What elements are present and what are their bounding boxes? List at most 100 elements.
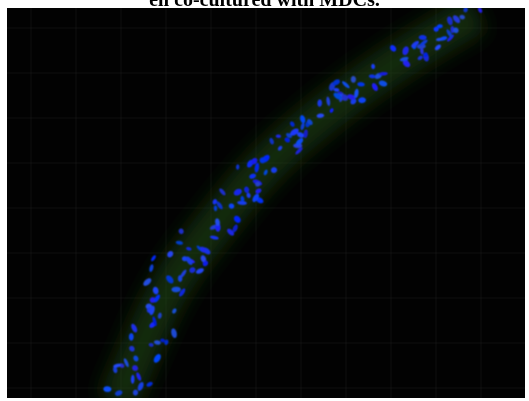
- nucleus: [252, 193, 260, 203]
- nucleus: [296, 132, 305, 138]
- nucleus: [255, 188, 262, 194]
- nucleus: [326, 96, 331, 106]
- nucleus: [350, 76, 357, 83]
- nucleus: [143, 278, 152, 286]
- nucleus: [151, 255, 156, 262]
- nucleus: [200, 255, 207, 263]
- nucleus: [164, 339, 169, 346]
- nucleus: [130, 374, 135, 384]
- nucleus: [160, 338, 166, 343]
- nucleus: [418, 34, 427, 41]
- nucleus: [284, 137, 291, 143]
- nucleus: [233, 188, 242, 196]
- nucleus: [350, 98, 357, 105]
- nucleus: [420, 47, 424, 55]
- nucleus: [254, 162, 260, 173]
- nucleus: [114, 390, 123, 396]
- nucleus: [171, 328, 177, 338]
- nucleus: [303, 129, 308, 139]
- nucleus: [300, 115, 306, 124]
- nucleus: [447, 16, 453, 26]
- nucleus: [357, 82, 365, 87]
- nucleus: [152, 286, 159, 295]
- nucleus: [269, 137, 274, 145]
- nucleus: [368, 74, 376, 79]
- nucleus: [290, 128, 299, 136]
- nucleus: [137, 381, 144, 391]
- nucleus: [233, 215, 241, 223]
- nucleus: [399, 56, 409, 62]
- nucleus: [452, 15, 461, 24]
- nucleus: [129, 345, 135, 352]
- nucleus: [433, 26, 439, 32]
- nucleus: [316, 113, 325, 118]
- nucleus: [133, 355, 139, 362]
- nucleus: [212, 199, 218, 205]
- nucleus: [189, 267, 196, 273]
- nucleus: [347, 94, 356, 100]
- nucleus: [329, 108, 334, 113]
- nucleus: [178, 228, 184, 235]
- nucleus: [436, 24, 443, 29]
- nucleus: [185, 256, 193, 265]
- nucleus: [152, 316, 157, 327]
- nucleus: [477, 8, 483, 13]
- nucleus: [333, 92, 342, 100]
- nucleus: [186, 247, 192, 251]
- nucleus: [235, 164, 240, 170]
- nucleus: [402, 46, 409, 56]
- nucleus: [300, 122, 305, 130]
- nucleus: [390, 45, 397, 52]
- nucleus: [136, 372, 142, 381]
- nucleus: [215, 218, 220, 226]
- nucleus: [354, 88, 359, 99]
- nucleus: [295, 138, 304, 146]
- nucleus: [132, 365, 139, 372]
- nucleus: [244, 186, 250, 194]
- nucleus: [228, 203, 235, 209]
- nucleus: [419, 39, 428, 47]
- nucleus: [175, 240, 184, 245]
- nucleus: [459, 14, 465, 20]
- nucleus: [200, 246, 207, 253]
- nucleus: [153, 340, 161, 345]
- micrograph: [7, 8, 525, 398]
- nucleus: [411, 40, 420, 48]
- nuclei: [103, 8, 483, 396]
- nucleus: [157, 312, 162, 319]
- nucleus: [275, 134, 282, 138]
- nucleus: [153, 294, 161, 303]
- nucleus: [209, 235, 219, 240]
- nucleus: [333, 87, 340, 92]
- nucleus: [171, 286, 181, 293]
- nucleus: [219, 188, 226, 196]
- nucleus: [358, 97, 366, 104]
- nucleus: [317, 99, 323, 107]
- nucleus: [123, 358, 129, 368]
- nucleus: [146, 381, 153, 387]
- nucleus: [259, 157, 266, 164]
- nucleus: [213, 205, 218, 212]
- nucleus: [463, 8, 468, 13]
- nucleus: [307, 118, 313, 126]
- nucleus: [270, 167, 278, 174]
- nucleus: [277, 145, 283, 151]
- nucleus: [131, 323, 138, 333]
- nucleus: [216, 201, 223, 210]
- nucleus: [232, 224, 238, 233]
- nucleus: [153, 354, 161, 363]
- nucleus: [113, 363, 122, 368]
- nucleus: [417, 55, 423, 61]
- nucleus: [423, 52, 428, 58]
- background: [7, 8, 525, 398]
- nucleus: [255, 181, 261, 187]
- nucleus: [371, 83, 378, 91]
- nucleus: [378, 80, 388, 87]
- nucleus: [149, 264, 154, 272]
- nucleus: [341, 81, 350, 89]
- nucleus: [371, 63, 376, 70]
- nucleus: [436, 37, 443, 42]
- nucleus: [103, 386, 112, 393]
- nucleus: [179, 288, 186, 297]
- nucleus: [113, 366, 118, 374]
